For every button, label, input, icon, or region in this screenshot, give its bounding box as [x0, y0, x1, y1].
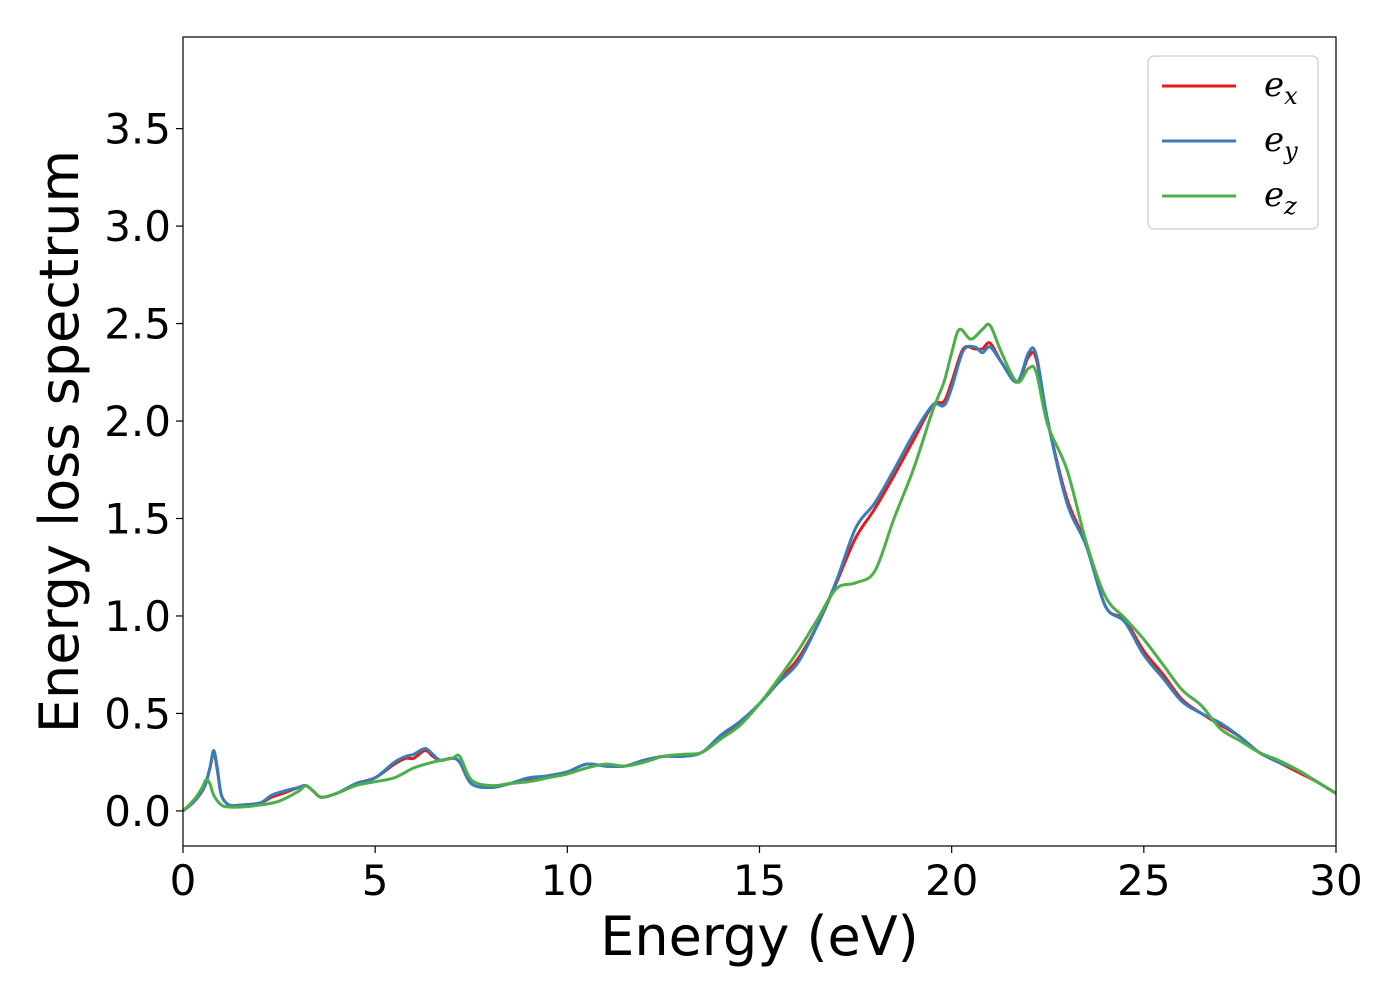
legend-label-y: ey	[1264, 120, 1298, 165]
y-tick-label: 3.0	[104, 202, 171, 251]
y-axis-title: Energy loss spectrum	[28, 150, 91, 733]
x-tick-label: 25	[1117, 856, 1170, 905]
series-layer	[183, 322, 1336, 813]
x-axis-title: Energy (eV)	[600, 905, 919, 968]
y-axis-ticks: 0.0 0.5 1.0 1.5 2.0 2.5 3.0 3.5	[104, 105, 183, 836]
x-tick-label: 0	[170, 856, 197, 905]
x-tick-label: 5	[362, 856, 389, 905]
x-tick-label: 30	[1309, 856, 1362, 905]
y-tick-label: 0.0	[104, 787, 171, 836]
y-tick-label: 0.5	[104, 689, 171, 738]
series-line-y	[183, 344, 1336, 813]
y-tick-label: 1.5	[104, 495, 171, 544]
y-tick-label: 3.5	[104, 105, 171, 154]
y-tick-label: 1.0	[104, 592, 171, 641]
series-line-z	[183, 322, 1336, 812]
x-tick-label: 15	[733, 856, 786, 905]
y-tick-label: 2.5	[104, 300, 171, 349]
x-tick-label: 20	[925, 856, 978, 905]
series-line-x	[183, 341, 1336, 813]
x-axis-ticks: 0 5 10 15 20 25 30	[170, 846, 1363, 905]
y-tick-label: 2.0	[104, 397, 171, 446]
x-tick-label: 10	[541, 856, 594, 905]
legend-label-x: ex	[1264, 65, 1298, 110]
